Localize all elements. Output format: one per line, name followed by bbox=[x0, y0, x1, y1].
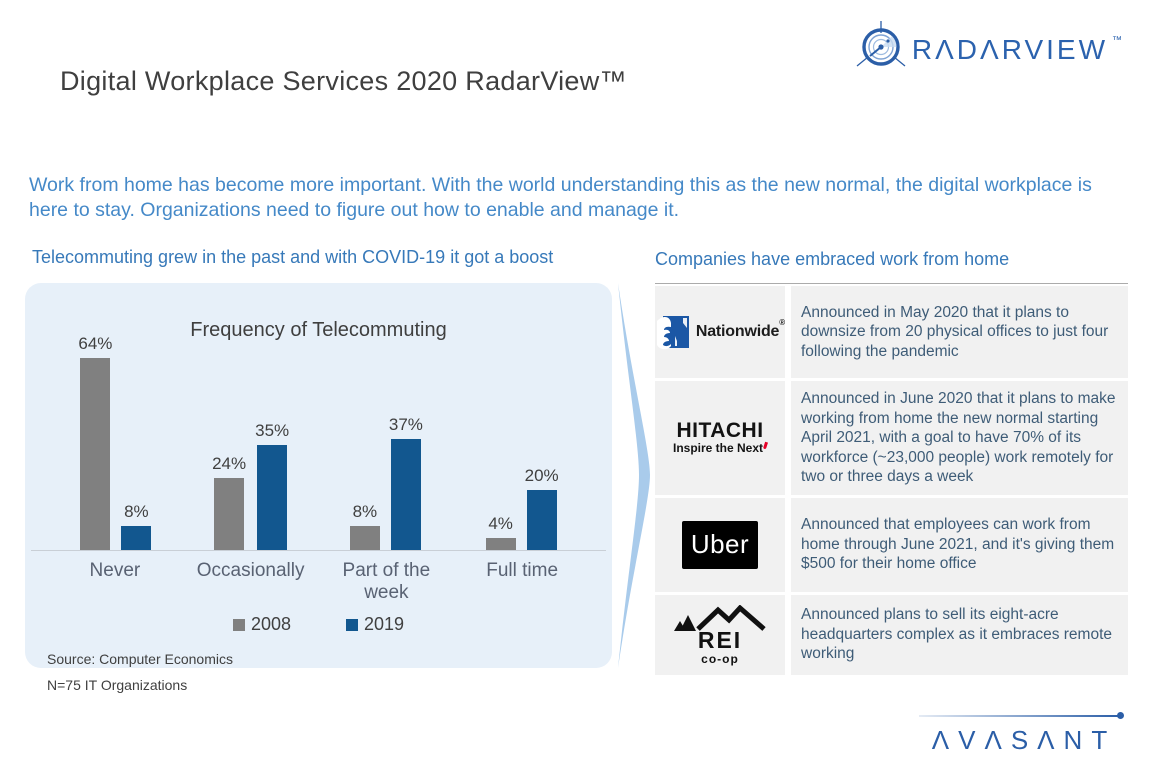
bar-value-label: 24% bbox=[212, 454, 247, 473]
bar-value-label: 37% bbox=[388, 415, 423, 434]
uber-logo-text: Uber bbox=[690, 529, 750, 559]
announcement-text: Announced in May 2020 that it plans to d… bbox=[801, 303, 1109, 360]
rei-mountains-icon bbox=[674, 604, 766, 631]
bar-value-label: 8% bbox=[352, 502, 378, 521]
bar-2019 bbox=[121, 526, 152, 550]
bar-2008 bbox=[485, 538, 516, 550]
bar-2019 bbox=[390, 439, 421, 550]
radarview-logo: RΛDΛRVIEW ™ bbox=[854, 20, 1122, 79]
uber-logo: Uber bbox=[655, 497, 785, 592]
bar-group-part-of-the-week: 8% 37% bbox=[319, 415, 455, 550]
bar-value-label: 64% bbox=[78, 334, 113, 353]
uber-logo-box: Uber bbox=[682, 520, 758, 569]
category-label: Never bbox=[89, 560, 141, 581]
bar-value-label: 8% bbox=[124, 502, 149, 521]
chart-legend: 2008 2019 bbox=[25, 614, 612, 635]
announcement-text: Announced in June 2020 that it plans to … bbox=[801, 390, 1116, 485]
rei-logo: REI co-op bbox=[655, 594, 785, 675]
hitachi-logo-text: HITACHI bbox=[676, 419, 764, 443]
radarview-wordmark: RΛDΛRVIEW bbox=[911, 33, 1108, 65]
category-label: Part of the week bbox=[342, 560, 431, 603]
legend-item-2008: 2008 bbox=[232, 614, 291, 635]
table-row: Uber Announced that employees can work f… bbox=[655, 497, 1128, 592]
chart-source: Source: Computer Economics bbox=[47, 651, 233, 667]
hitachi-logo: HITACHI Inspire the Next bbox=[655, 381, 785, 495]
rei-logo-text: REI bbox=[697, 626, 743, 653]
bar-2008 bbox=[349, 526, 380, 550]
telecommuting-chart-panel: Frequency of Telecommuting 64% 8% 24% 35% 8%… bbox=[25, 283, 612, 693]
bar-value-label: 20% bbox=[524, 466, 559, 485]
nationwide-logo-text: Nationwide bbox=[695, 323, 780, 340]
hitachi-tagline: Inspire the Next bbox=[672, 441, 764, 456]
legend-marker bbox=[346, 618, 358, 631]
table-row: REI co-op Announced plans to sell its ei… bbox=[655, 594, 1128, 675]
announcement-text: Announced plans to sell its eight-acre h… bbox=[801, 606, 1113, 663]
category-label: Occasionally bbox=[196, 560, 305, 581]
nationwide-logo: Nationwide® bbox=[655, 286, 785, 378]
transition-arrow-icon bbox=[616, 283, 654, 673]
legend-label: 2008 bbox=[250, 614, 291, 634]
bar-2008 bbox=[80, 358, 111, 550]
radar-icon bbox=[854, 20, 908, 79]
table-row: Nationwide® Announced in May 2020 that i… bbox=[655, 286, 1128, 378]
legend-marker bbox=[232, 618, 245, 631]
table-row: HITACHI Inspire the Next Announced in Ju… bbox=[655, 381, 1128, 495]
announcement-text: Announced that employees can work from h… bbox=[801, 516, 1115, 573]
avasant-rule bbox=[919, 712, 1124, 719]
legend-label: 2019 bbox=[364, 614, 405, 634]
chart-section-heading: Telecommuting grew in the past and with … bbox=[32, 247, 554, 267]
avasant-dot bbox=[1117, 712, 1124, 719]
chart-plot: Frequency of Telecommuting 64% 8% 24% 35% 8%… bbox=[31, 283, 606, 551]
radarview-tm: ™ bbox=[1112, 35, 1122, 46]
bar-group-never: 64% 8% bbox=[47, 334, 183, 550]
bar-group-full-time: 4% 20% bbox=[454, 466, 590, 550]
page-title: Digital Workplace Services 2020 RadarVie… bbox=[60, 66, 627, 96]
chart-title: Frequency of Telecommuting bbox=[190, 319, 447, 341]
avasant-logo: ΛVΛSΛNT bbox=[917, 712, 1124, 756]
nationwide-eagle-icon bbox=[656, 316, 689, 350]
company-table: Nationwide® Announced in May 2020 that i… bbox=[655, 283, 1128, 675]
bar-2019 bbox=[526, 490, 557, 550]
chart-sample-size: N=75 IT Organizations bbox=[47, 677, 188, 693]
bar-2008 bbox=[214, 478, 245, 550]
nationwide-reg-mark: ® bbox=[779, 318, 786, 327]
legend-item-2019: 2019 bbox=[346, 614, 404, 635]
category-label: Full time bbox=[486, 560, 559, 581]
bar-2019 bbox=[257, 445, 288, 550]
bar-group-occasionally: 24% 35% bbox=[183, 421, 319, 550]
intro-text: Work from home has become more important… bbox=[29, 174, 1092, 221]
rei-coop-text: co-op bbox=[701, 651, 739, 666]
hitachi-red-accent bbox=[763, 442, 769, 450]
companies-section-heading: Companies have embraced work from home bbox=[655, 249, 1010, 269]
chart-categories: Never Occasionally Part of the week Full ti… bbox=[31, 551, 606, 604]
bar-value-label: 4% bbox=[488, 514, 513, 533]
avasant-wordmark: ΛVΛSΛNT bbox=[931, 725, 1117, 755]
bar-value-label: 35% bbox=[255, 421, 290, 440]
